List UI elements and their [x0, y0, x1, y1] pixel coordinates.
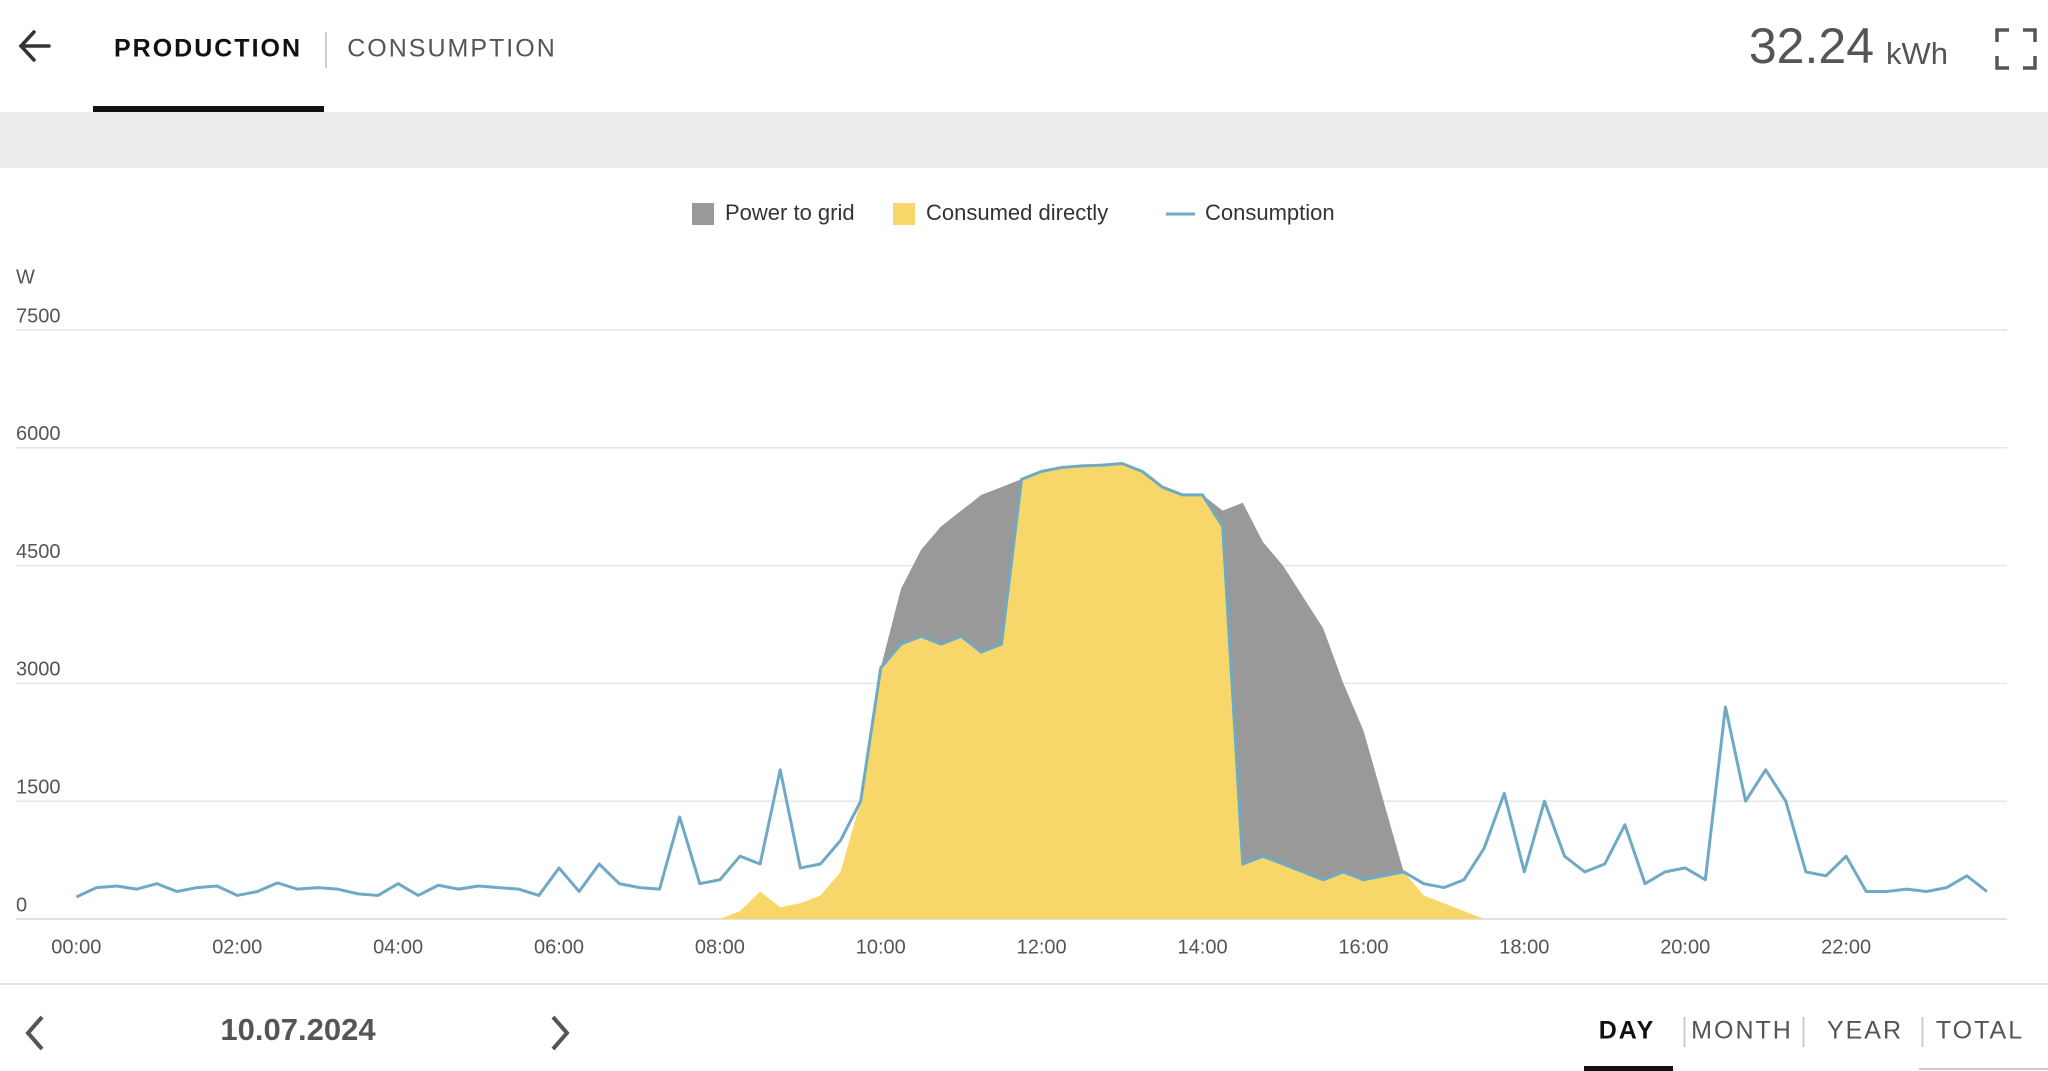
line: [75, 462, 1988, 899]
active-tab-indicator: [93, 106, 324, 112]
back-arrow: [18, 30, 51, 62]
total-unit: kWh: [1886, 36, 1948, 71]
x-tick-label: 14:00: [1178, 936, 1228, 958]
y-tick-label: 6000: [16, 423, 61, 445]
x-tick-label: 20:00: [1660, 936, 1710, 958]
x-tick-label: 10:00: [856, 936, 906, 958]
x-tick-label: 16:00: [1338, 936, 1388, 958]
tab[interactable]: PRODUCTION: [114, 35, 302, 63]
next-day-button[interactable]: [551, 1015, 570, 1051]
area: [719, 463, 1485, 919]
x-tick-label: 00:00: [51, 936, 101, 958]
period-option[interactable]: YEAR: [1827, 1017, 1903, 1045]
x-tick-label: 22:00: [1821, 936, 1871, 958]
legend-label: Consumption: [1205, 200, 1335, 225]
period-option[interactable]: TOTAL: [1936, 1017, 2024, 1045]
period-option[interactable]: MONTH: [1691, 1017, 1793, 1045]
area: [719, 463, 1485, 919]
x-tick-label: 12:00: [1017, 936, 1067, 958]
y-tick-label: 3000: [16, 659, 61, 681]
y-tick-label: 7500: [16, 305, 61, 327]
previous-day-button[interactable]: [25, 1015, 44, 1051]
x-tick-label: 08:00: [695, 936, 745, 958]
legend-label: Power to grid: [725, 200, 855, 225]
x-tick-label: 06:00: [534, 936, 584, 958]
fullscreen-button[interactable]: [1995, 28, 2037, 70]
tab[interactable]: CONSUMPTION: [347, 35, 557, 63]
x-tick-label: 04:00: [373, 936, 423, 958]
fullscreen-icon: [1995, 28, 2037, 70]
y-tick-label: 1500: [16, 776, 61, 798]
header-shadow-band: [0, 112, 2048, 168]
x-tick-label: 02:00: [212, 936, 262, 958]
total-value: 32.24: [1749, 18, 1874, 74]
y-tick-label: 4500: [16, 541, 61, 563]
back-button[interactable]: [18, 30, 51, 62]
y-tick-label: 0: [16, 894, 27, 916]
legend-swatch: [893, 203, 915, 225]
active-period-indicator: [1584, 1066, 1673, 1071]
period-option[interactable]: DAY: [1599, 1017, 1656, 1045]
x-tick-label: 18:00: [1499, 936, 1549, 958]
date: 10.07.2024: [220, 1012, 376, 1047]
legend-label: Consumed directly: [926, 200, 1108, 225]
y-axis-unit: W: [16, 266, 35, 288]
legend-swatch: [692, 203, 714, 225]
plot: 0 1500 3000 4500 6000 7500 00:00 02:00 04:00 06:0…: [16, 200, 2007, 958]
period-selector: DAY MONTH YEAR TOTAL: [1584, 1017, 2048, 1071]
period-underline: [1919, 1068, 2048, 1070]
